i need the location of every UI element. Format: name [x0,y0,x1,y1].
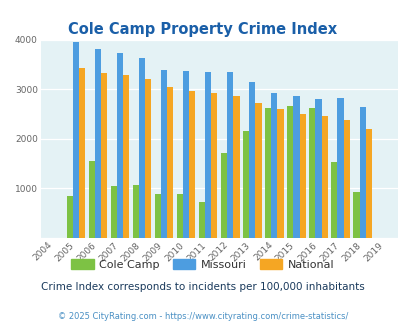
Bar [79,68,85,238]
Bar [205,72,211,238]
Bar [299,114,305,238]
Bar [123,75,129,238]
Text: Cole Camp Property Crime Index: Cole Camp Property Crime Index [68,22,337,37]
Bar [154,194,161,238]
Bar [343,120,349,238]
Bar [315,98,321,238]
Bar [111,185,117,238]
Bar [358,107,365,238]
Bar [66,195,72,238]
Bar [177,194,183,238]
Bar [211,93,217,238]
Bar [145,79,151,238]
Bar [88,161,95,238]
Bar [132,185,139,238]
Bar [264,108,271,238]
Bar [95,49,101,238]
Bar [330,162,337,238]
Bar [277,109,283,238]
Text: Crime Index corresponds to incidents per 100,000 inhabitants: Crime Index corresponds to incidents per… [41,282,364,292]
Bar [198,202,205,238]
Bar [337,98,343,238]
Legend: Cole Camp, Missouri, National: Cole Camp, Missouri, National [67,255,338,274]
Bar [352,191,358,238]
Bar [271,93,277,238]
Text: © 2025 CityRating.com - https://www.cityrating.com/crime-statistics/: © 2025 CityRating.com - https://www.city… [58,312,347,321]
Bar [227,72,233,238]
Bar [321,116,327,238]
Bar [233,96,239,238]
Bar [101,73,107,238]
Bar [365,129,371,238]
Bar [183,71,189,238]
Bar [189,91,195,238]
Bar [309,108,315,238]
Bar [249,82,255,238]
Bar [72,42,79,238]
Bar [286,106,293,238]
Bar [293,96,299,238]
Bar [139,58,145,238]
Bar [161,70,167,238]
Bar [255,103,261,238]
Bar [243,131,249,238]
Bar [117,53,123,238]
Bar [220,153,227,238]
Bar [167,87,173,238]
